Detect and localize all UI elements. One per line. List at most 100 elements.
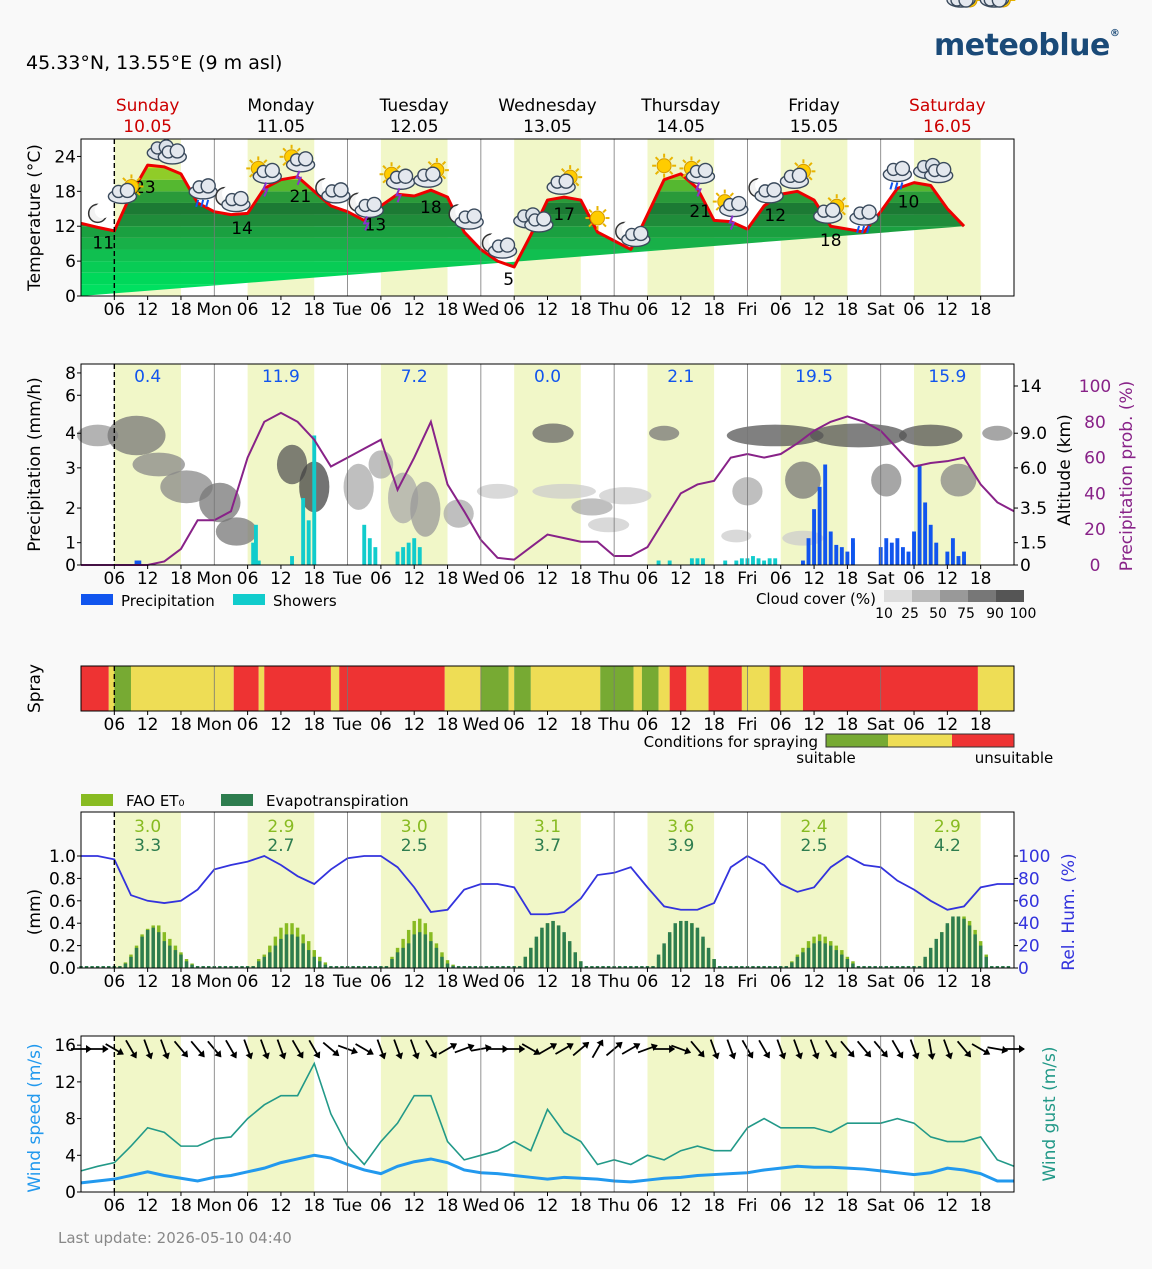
spray-segment-moderate [530,666,601,711]
temp-value-label: 14 [231,219,253,239]
hum-tick-label: 80 [1018,869,1040,889]
spray-tick-hour: 06 [104,715,126,735]
spray-legend-low: suitable [796,749,855,767]
daily-evapo-total: 2.5 [401,836,428,856]
weather-moon-cloud-icon [748,176,784,204]
brand-name: meteoblue [934,28,1110,63]
evapotranspiration-bar [207,966,211,968]
evapotranspiration-bar [273,945,278,968]
wind-direction-arrow [190,1040,205,1058]
evapotranspiration-bar [712,959,716,968]
daily-fao-total: 2.9 [934,817,961,837]
wind-direction-arrow [943,1039,953,1060]
precipitation-bar [962,551,966,565]
arrow-head [429,1051,437,1059]
cloud-cover-blob [810,423,907,448]
cloud-legend-tick: 100 [1010,606,1037,622]
hum-tick-label: 100 [1018,847,1050,867]
prec-ytick-label: 6 [65,386,76,406]
prec-tick-hour: 12 [403,569,425,589]
wind-tick-hour: 12 [937,1196,959,1216]
rain-drop [889,182,894,190]
spray-segment-moderate [686,666,709,711]
evapotranspiration-bar [690,923,694,968]
spray-tick-hour: 12 [803,715,825,735]
spray-tick-hour: 18 [970,715,992,735]
spray-tick-day: Wed [462,715,499,735]
weather-sun-thunder-icon [279,144,316,186]
prec-tick-day: Fri [737,569,757,589]
evapotranspiration-bar [451,965,455,968]
cloud-puff [466,208,482,224]
temp-tick-hour: 12 [537,300,559,320]
evap-tick-day: Fri [737,972,757,992]
evap-ytick-label: 0.6 [49,892,76,912]
evapotranspiration-bar [729,966,733,968]
showers-bar [373,547,378,565]
daily-fao-total: 2.9 [267,817,294,837]
showers-bar [362,524,367,565]
evapotranspiration-bar [151,927,155,968]
daily-evapo-total: 3.9 [667,836,694,856]
arrow-head [116,1048,124,1055]
temp-tick-hour: 06 [637,300,659,320]
evapotranspiration-bar [851,963,855,968]
temp-axis-label: Temperature (°C) [25,144,45,292]
cloud-puff [825,202,841,218]
evapotranspiration-bar [240,966,244,968]
weather-sun-thunder-icon [712,189,749,230]
evap-tick-hour: 12 [937,972,959,992]
showers-bar [395,551,400,565]
temp-ytick-label: 18 [54,182,76,202]
prec-tick-day: Sat [867,569,895,589]
wind-direction-arrow [504,1045,526,1053]
spray-segment-moderate [741,666,770,711]
evap-tick-hour: 18 [703,972,725,992]
sun-ray [669,170,674,175]
temp-value-label: 11 [92,234,114,254]
sun-ray [696,159,701,164]
temp-ytick-label: 6 [65,252,76,272]
evapotranspiration-bar [129,956,133,968]
prob-tick-label: 40 [1084,484,1106,504]
prec-tick-hour: 06 [503,569,525,589]
evapotranspiration-bar [440,956,444,968]
temp-value-label: 13 [365,216,387,236]
weather-cloud-icon [912,157,954,184]
cloud-puff [697,162,714,179]
spray-legend-high: unsuitable [975,749,1054,767]
sun-ray [560,167,566,173]
evapotranspiration-bar [118,966,122,968]
spray-legend-frame [825,733,1015,748]
spray-segment-unsuitable [708,666,742,711]
cloud-cover-blob [785,461,821,499]
evap-tick-hour: 12 [803,972,825,992]
spray-segment-moderate [780,666,803,711]
showers-bar [406,542,411,565]
prec-daylight-band [514,364,581,565]
arrow-head [1019,1045,1025,1053]
evapotranspiration-bar [723,966,727,968]
spray-segment-unsuitable [233,666,259,711]
location-label: 45.33°N, 13.55°E (9 m asl) [26,52,283,74]
evapotranspiration-bar [323,964,328,968]
evapotranspiration-bar [634,966,639,968]
sun-ray [841,211,846,216]
evapotranspiration-bar [268,952,272,968]
altitude-tick-label: 0 [1020,556,1031,576]
arrow-head [847,1050,855,1058]
prec-tick-hour: 18 [837,569,859,589]
wind-daylight-band [247,1036,315,1192]
rain-drop [856,225,861,234]
daily-fao-total: 2.4 [801,817,828,837]
hum-axis-label: Rel. Hum. (%) [1059,853,1079,970]
prec-tick-hour: 06 [104,569,126,589]
prob-tick-label: 0 [1090,556,1101,576]
evapotranspiration-bar [945,923,950,968]
evapotranspiration-bar [123,963,128,968]
evapotranspiration-bar [362,966,366,968]
prec-tick-hour: 06 [903,569,925,589]
evapotranspiration-bar [290,934,294,968]
evapotranspiration-bar [1001,966,1005,968]
